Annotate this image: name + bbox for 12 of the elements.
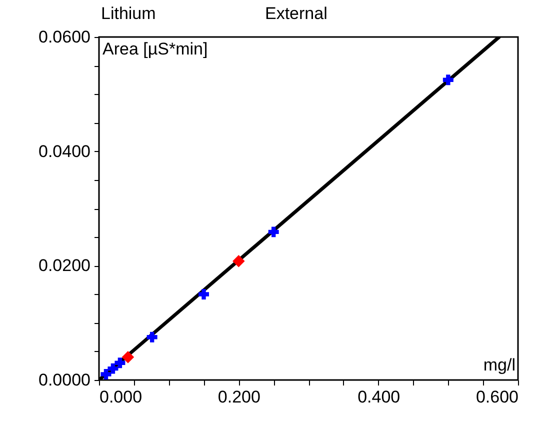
y-axis-title: Area [µS*min] — [102, 40, 208, 58]
y-tick-label: 0.0000 — [38, 370, 90, 390]
x-tick-label: 0.400 — [358, 388, 400, 406]
x-axis-title: mg/l — [483, 356, 516, 374]
x-tick-label: 0.000 — [100, 388, 142, 406]
y-tick-label: 0.0400 — [38, 142, 90, 161]
x-tick-label: 0.200 — [218, 388, 260, 406]
x-tick-label: 0.600 — [476, 388, 518, 406]
y-tick-label: 0.0200 — [38, 256, 90, 276]
y-tick-label: 0.0600 — [38, 28, 90, 46]
chart-title: Lithium — [101, 4, 156, 24]
chart-subtitle: External — [265, 4, 328, 24]
